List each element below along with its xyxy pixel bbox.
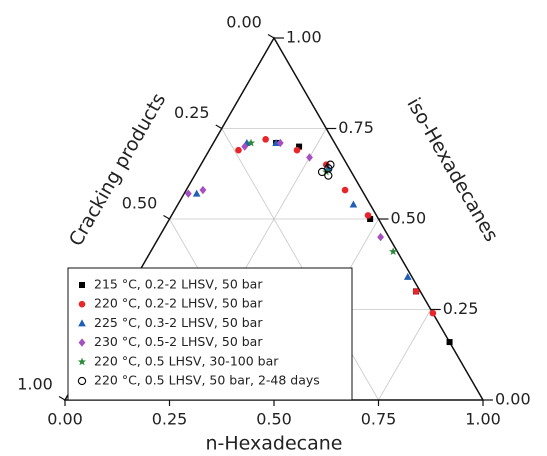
- marker-circle: [429, 309, 437, 317]
- marker-circle: [293, 146, 301, 154]
- marker-open-circle: [326, 160, 335, 169]
- tick-label: 1.00: [465, 410, 501, 429]
- marker-circle: [341, 186, 349, 194]
- tick-label: 0.25: [152, 410, 188, 429]
- marker-circle: [262, 136, 269, 143]
- tick-label: 1.00: [17, 375, 53, 394]
- marker-square: [446, 339, 453, 346]
- marker-circle: [235, 146, 242, 154]
- tick-mark: [58, 395, 66, 401]
- marker-open-circle: [77, 376, 87, 386]
- tick-mark: [267, 33, 275, 39]
- marker-square: [367, 216, 374, 222]
- tick-label: 0.00: [226, 13, 262, 32]
- legend-label: 215 °C, 0.2-2 LHSV, 50 bar: [94, 277, 263, 292]
- tick-label: 0.50: [256, 410, 292, 429]
- legend-label: 230 °C, 0.5-2 LHSV, 50 bar: [94, 334, 263, 349]
- marker-circle: [78, 300, 86, 308]
- tick-label: 0.75: [338, 118, 374, 137]
- tick-label: 0.75: [361, 410, 397, 429]
- marker-star: [246, 138, 256, 147]
- legend-label: 225 °C, 0.3-2 LHSV, 50 bar: [94, 315, 263, 330]
- marker-open-circle: [317, 167, 327, 177]
- marker-diamond: [306, 153, 313, 162]
- tick-label: 0.00: [47, 410, 83, 429]
- marker-diamond: [78, 338, 86, 347]
- left-axis-title: Cracking products: [65, 90, 170, 250]
- marker-triangle: [349, 200, 358, 208]
- marker-diamond: [241, 142, 249, 151]
- legend-label: 220 °C, 0.5 LHSV, 30-100 bar: [94, 353, 279, 368]
- tick-label: 0.25: [174, 103, 210, 122]
- marker-open-circle: [324, 171, 333, 180]
- bottom-axis-title: n-Hexadecane: [206, 433, 343, 455]
- legend-label: 220 °C, 0.5 LHSV, 50 bar, 2-48 days: [94, 373, 320, 388]
- marker-diamond: [377, 232, 384, 242]
- tick-label: 0.50: [391, 209, 427, 228]
- tick-label: 1.00: [286, 28, 322, 47]
- tick-label: 0.00: [495, 390, 531, 409]
- marker-circle: [364, 212, 372, 219]
- points: [184, 136, 453, 346]
- marker-diamond: [184, 189, 192, 198]
- legend-box: [67, 267, 353, 401]
- marker-diamond: [199, 185, 207, 195]
- tick-label: 0.25: [443, 299, 479, 318]
- grid-line: [378, 309, 432, 401]
- marker-circle: [412, 288, 420, 295]
- tick-label: 0.50: [122, 194, 158, 213]
- marker-star: [389, 247, 398, 256]
- legend-label: 220 °C, 0.2-2 LHSV, 50 bar: [94, 296, 263, 311]
- marker-star: [77, 357, 87, 366]
- marker-triangle: [78, 319, 86, 327]
- tick-mark: [163, 214, 170, 220]
- marker-triangle: [192, 189, 201, 197]
- marker-square: [79, 282, 85, 288]
- marker-diamond: [276, 138, 284, 148]
- marker-square: [296, 143, 303, 150]
- tick-mark: [215, 124, 223, 130]
- marker-triangle: [403, 272, 412, 280]
- legend: 215 °C, 0.2-2 LHSV, 50 bar 220 °C, 0.2-2 …: [67, 267, 353, 401]
